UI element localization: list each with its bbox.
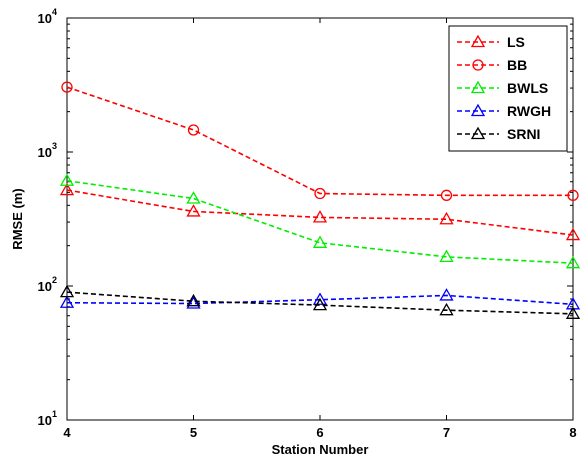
- y-tick-label: 101: [38, 409, 57, 428]
- legend-marker-bb: [472, 59, 484, 71]
- data-point-ls: [59, 182, 75, 196]
- x-tick-label: 4: [63, 425, 71, 440]
- data-point-bwls: [312, 235, 328, 248]
- data-point-rwgh: [439, 288, 454, 301]
- series-line-srni: [66, 291, 574, 315]
- data-point-rwgh: [59, 295, 75, 308]
- data-point-bwls: [439, 249, 454, 263]
- data-point-rwgh: [312, 292, 328, 305]
- series-line-rwgh: [66, 294, 574, 306]
- series-bwls: [59, 173, 581, 269]
- legend-marker-srni: [470, 126, 486, 140]
- data-point-bwls: [59, 173, 75, 186]
- data-point-bb: [440, 189, 453, 201]
- data-point-srni: [312, 297, 328, 311]
- series-ls: [59, 182, 581, 241]
- legend-label-ls: LS: [507, 34, 525, 50]
- data-point-bwls: [186, 191, 201, 204]
- legend-label-rwgh: RWGH: [507, 103, 551, 119]
- data-point-srni: [565, 306, 581, 319]
- legend-marker-rwgh: [470, 103, 486, 117]
- series-bb: [61, 81, 579, 201]
- data-point-bb: [61, 81, 73, 93]
- data-point-bb: [567, 189, 579, 201]
- x-tick-label: 6: [316, 425, 323, 440]
- data-point-bwls: [565, 255, 581, 269]
- legend-label-bwls: BWLS: [507, 80, 548, 96]
- x-tick-label: 8: [569, 425, 576, 440]
- x-axis-label: Station Number: [272, 442, 369, 457]
- y-tick-label: 103: [38, 141, 57, 160]
- series-line-bb: [66, 86, 573, 197]
- x-tick-label: 5: [190, 425, 197, 440]
- data-point-rwgh: [186, 296, 201, 309]
- legend-marker-ls: [470, 34, 486, 48]
- data-point-ls: [439, 211, 454, 225]
- legend-label-bb: BB: [507, 57, 527, 73]
- data-point-srni: [439, 302, 454, 316]
- legend: LS BB BWLS RWGH SRNI: [448, 25, 568, 152]
- data-point-srni: [59, 284, 75, 298]
- data-point-bb: [314, 187, 326, 200]
- data-point-srni: [186, 293, 201, 307]
- x-tick-label: 7: [443, 425, 450, 440]
- y-tick-label: 104: [38, 7, 57, 26]
- y-axis-label: RMSE (m): [10, 188, 25, 249]
- data-point-ls: [565, 227, 581, 241]
- data-point-ls: [312, 210, 328, 223]
- legend-label-srni: SRNI: [507, 126, 540, 142]
- series-srni: [59, 284, 581, 319]
- y-tick-label: 102: [38, 275, 57, 294]
- data-point-bb: [187, 124, 200, 136]
- legend-marker-bwls: [470, 80, 486, 94]
- data-point-ls: [186, 204, 201, 217]
